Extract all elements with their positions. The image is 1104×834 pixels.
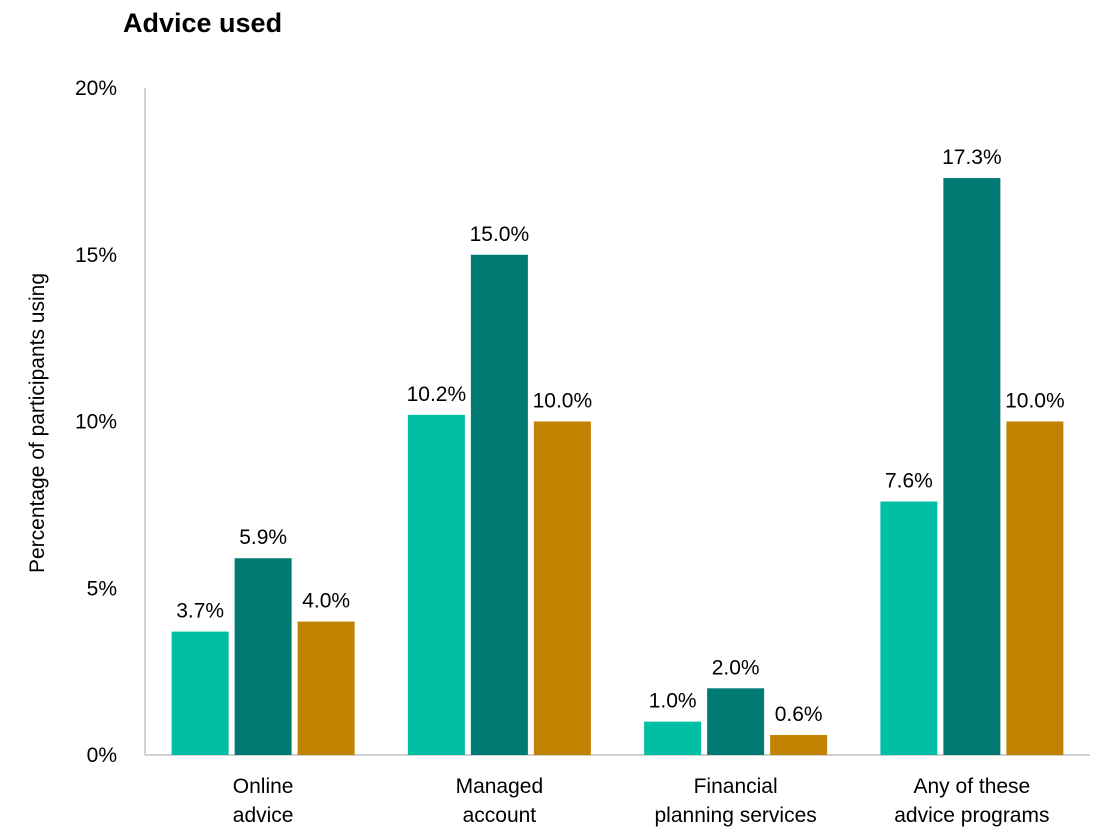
category-labels: Online advice Managed account Financial plann… [233, 775, 1050, 827]
y-axis-title: Percentage of participants using [26, 273, 49, 573]
bar [770, 734, 828, 755]
bar-value-label: 4.0% [302, 590, 350, 613]
bar-value-label: 1.0% [649, 690, 697, 713]
bar [1006, 421, 1064, 755]
bar-value-label: 3.7% [176, 600, 224, 623]
bar-value-label: 15.0% [470, 223, 530, 246]
category-label: Managed [456, 775, 544, 798]
category-label: Financial [694, 775, 778, 798]
bar [707, 688, 765, 755]
y-axis: 0% 5% 10% 15% 20% [75, 77, 146, 767]
bar [234, 558, 292, 755]
bar-value-label: 5.9% [239, 526, 287, 549]
category-label: account [463, 804, 537, 827]
y-tick-label: 0% [87, 744, 117, 767]
bar-value-label: 0.6% [775, 703, 823, 726]
category-label: advice programs [894, 804, 1049, 827]
bar [943, 178, 1001, 756]
bar [644, 721, 702, 755]
category-label: advice [233, 804, 294, 827]
bar-value-label: 10.2% [407, 383, 467, 406]
bar [407, 414, 465, 755]
bar [171, 631, 229, 755]
bar [297, 621, 355, 755]
category-label: Online [233, 775, 294, 798]
bar-value-label: 10.0% [1005, 390, 1065, 413]
y-tick-label: 20% [75, 77, 117, 100]
bar-value-label: 2.0% [712, 656, 760, 679]
bar-value-label: 10.0% [533, 390, 593, 413]
bar [880, 501, 938, 755]
bar [533, 421, 591, 755]
bars [171, 178, 1064, 756]
y-tick-label: 10% [75, 411, 117, 434]
bar-labels: 3.7% 5.9% 4.0% 10.2% 15.0% 10.0% 1.0% 2.0% 0.6% 7… [176, 146, 1064, 726]
y-tick-label: 15% [75, 244, 117, 267]
chart-title: Advice used [123, 8, 283, 38]
bar-value-label: 17.3% [942, 146, 1002, 169]
bar-value-label: 7.6% [885, 470, 933, 493]
category-label: Any of these [914, 775, 1031, 798]
bar [470, 254, 528, 755]
y-tick-label: 5% [87, 577, 117, 600]
category-label: planning services [654, 804, 816, 827]
